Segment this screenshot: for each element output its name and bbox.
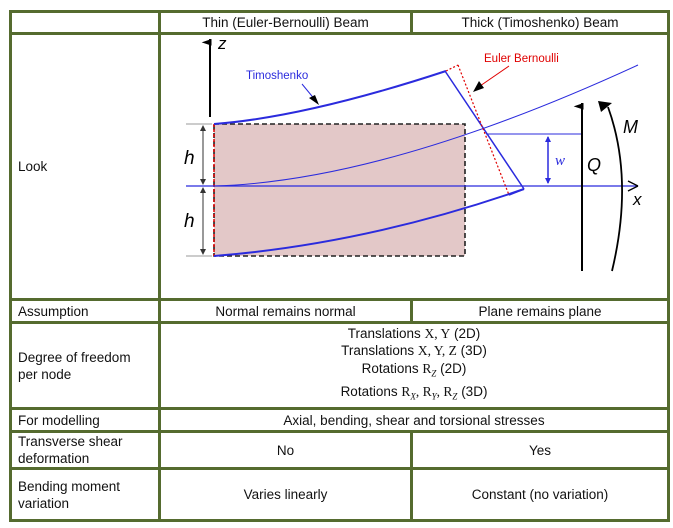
modelling-value: Axial, bending, shear and torsional stre…: [158, 407, 670, 433]
h-top-label: h: [184, 148, 195, 169]
timoshenko-cross-section: [444, 70, 525, 190]
header-thin-beam: Thin (Euler-Bernoulli) Beam: [158, 10, 413, 35]
bending-label-line2: variation: [18, 495, 70, 511]
dof-line-1: Translations X, Y (2D): [347, 325, 481, 341]
modelling-row: For modelling Axial, bending, shear and …: [9, 407, 670, 433]
dof-values: Translations X, Y (2D) Translations X, Y…: [158, 321, 670, 410]
dof-row: Degree of freedom per node Translations …: [9, 321, 670, 410]
assumption-label: Assumption: [9, 298, 161, 324]
dof-line-4: Rotations RX, RY, RZ (3D): [340, 384, 488, 402]
z-axis-label: z: [217, 35, 227, 53]
bending-thick: Constant (no variation): [410, 467, 670, 522]
shear-thin: No: [158, 430, 413, 470]
deformed-neutral-axis: [213, 64, 639, 187]
bending-row: Bending moment variation Varies linearly…: [9, 467, 670, 522]
euler-bernoulli-label: Euler Bernoulli: [484, 53, 559, 65]
x-axis-label: x: [632, 190, 642, 209]
dof-label: Degree of freedom per node: [9, 321, 161, 410]
modelling-label: For modelling: [9, 407, 161, 433]
header-thick-beam: Thick (Timoshenko) Beam: [410, 10, 670, 35]
bending-label-line1: Bending moment: [18, 478, 121, 494]
beam-diagram-cell: z x h h: [158, 32, 670, 301]
m-label: M: [623, 117, 638, 137]
timoshenko-bottom-curve: [213, 188, 525, 257]
q-label: Q: [587, 155, 601, 175]
timoshenko-top-curve: [213, 70, 447, 125]
shear-label-line1: Transverse shear: [18, 434, 123, 449]
assumption-thin: Normal remains normal: [158, 298, 413, 324]
header-row: Thin (Euler-Bernoulli) Beam Thick (Timos…: [9, 10, 670, 35]
euler-bernoulli-cross-section: [457, 64, 510, 196]
shear-row: Transverse shear deformation No Yes: [9, 430, 670, 470]
assumption-thick: Plane remains plane: [410, 298, 670, 324]
look-row: Look: [9, 32, 670, 301]
timoshenko-label: Timoshenko: [246, 70, 308, 82]
dof-label-line2: per node: [18, 366, 72, 382]
shear-thick: Yes: [410, 430, 670, 470]
dof-line-3: Rotations RZ (2D): [361, 360, 467, 379]
bending-label: Bending moment variation: [9, 467, 161, 522]
h-bottom-label: h: [184, 211, 195, 232]
dof-label-line1: Degree of freedom: [18, 349, 131, 365]
shear-label: Transverse shear deformation: [9, 430, 161, 470]
beam-comparison-table: Thin (Euler-Bernoulli) Beam Thick (Timos…: [9, 10, 670, 522]
assumption-row: Assumption Normal remains normal Plane r…: [9, 298, 670, 324]
look-label: Look: [9, 32, 161, 301]
undeformed-beam-fill: [214, 124, 465, 256]
shear-label-line2: deformation: [18, 451, 90, 466]
w-label: w: [555, 153, 565, 169]
bending-thin: Varies linearly: [158, 467, 413, 522]
header-corner-cell: [9, 10, 161, 35]
moment-arrow: [607, 106, 623, 272]
beam-deformation-diagram: z x h h: [184, 35, 642, 272]
dof-line-2: Translations X, Y, Z (3D): [341, 343, 487, 359]
